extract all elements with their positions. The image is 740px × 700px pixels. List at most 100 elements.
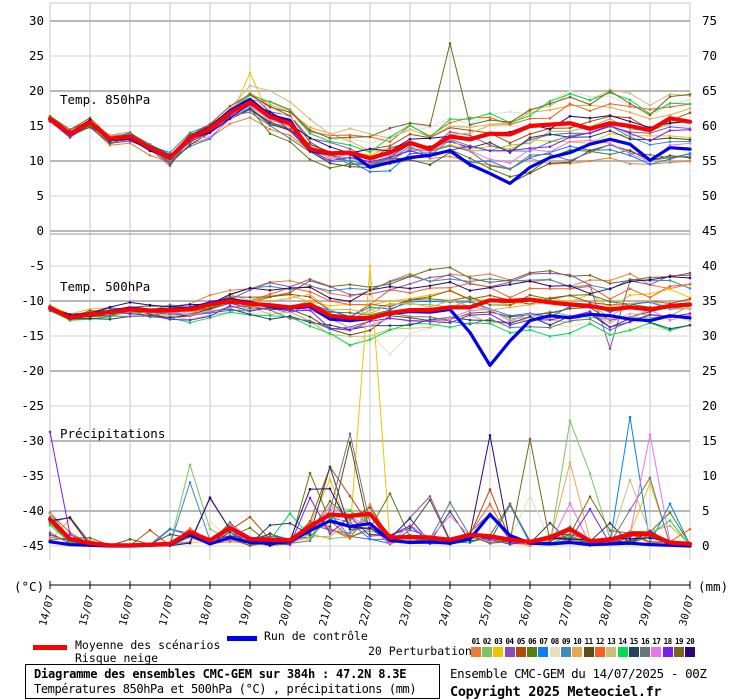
x-date-label: 18/07 bbox=[197, 594, 217, 628]
control-legend-swatch bbox=[227, 636, 257, 641]
perturbation-item: 15 bbox=[628, 637, 639, 657]
left-tick-label: -25 bbox=[21, 398, 44, 413]
right-tick-label: 40 bbox=[702, 258, 717, 273]
perturbation-number: 13 bbox=[607, 637, 616, 646]
perturbation-item: 14 bbox=[617, 637, 628, 657]
perturbations-color-strip: 01 02 03 04 05 06 07 08 09 10 11 12 13 14 15 16 17 18 19 20 bbox=[470, 637, 696, 657]
perturbation-color-swatch bbox=[583, 647, 594, 657]
perturbation-color-swatch bbox=[504, 647, 515, 657]
left-tick-label: -35 bbox=[21, 468, 44, 483]
right-axis-unit: (mm) bbox=[698, 579, 728, 594]
left-tick-label: 10 bbox=[29, 153, 44, 168]
perturbation-item: 08 bbox=[549, 637, 560, 657]
perturbation-item: 19 bbox=[673, 637, 684, 657]
left-tick-label: 0 bbox=[36, 223, 44, 238]
perturbation-number: 03 bbox=[494, 637, 503, 646]
left-tick-label: 20 bbox=[29, 83, 44, 98]
perturbation-color-swatch bbox=[628, 647, 639, 657]
right-tick-label: 25 bbox=[702, 363, 717, 378]
chart-title: Diagramme des ensembles CMC-GEM sur 384h… bbox=[34, 667, 407, 681]
left-tick-label: -30 bbox=[21, 433, 44, 448]
perturbation-item: 01 bbox=[470, 637, 481, 657]
perturbation-item: 16 bbox=[639, 637, 651, 657]
left-tick-label: -40 bbox=[21, 503, 44, 518]
left-axis-unit: (°C) bbox=[14, 579, 44, 594]
snow-risk-label: Risque neige bbox=[75, 651, 159, 665]
chart-subtitle: Températures 850hPa et 500hPa (°C) , pré… bbox=[34, 682, 417, 696]
right-tick-label: 35 bbox=[702, 293, 717, 308]
left-tick-label: 25 bbox=[29, 48, 44, 63]
perturbation-number: 15 bbox=[629, 637, 639, 646]
perturbation-number: 08 bbox=[550, 637, 560, 646]
x-date-label: 28/07 bbox=[597, 594, 617, 628]
left-tick-label: 5 bbox=[36, 188, 44, 203]
perturbation-color-swatch bbox=[685, 647, 696, 657]
panel-label-precip: Précipitations bbox=[60, 426, 165, 441]
left-tick-label: -45 bbox=[21, 538, 44, 553]
perturbation-color-swatch bbox=[662, 647, 673, 657]
perturbation-number: 11 bbox=[584, 637, 594, 646]
perturbation-number: 05 bbox=[516, 637, 526, 646]
panel-label-t850: Temp. 850hPa bbox=[60, 92, 150, 107]
perturbation-number: 17 bbox=[652, 637, 661, 646]
perturbation-item: 09 bbox=[560, 637, 572, 657]
x-date-label: 26/07 bbox=[517, 594, 537, 628]
axis bbox=[49, 581, 691, 589]
perturbation-number: 16 bbox=[641, 637, 650, 646]
perturbation-number: 01 bbox=[471, 637, 481, 646]
perturbation-color-swatch bbox=[515, 647, 526, 657]
perturbation-color-swatch bbox=[481, 647, 492, 657]
perturbation-number: 14 bbox=[618, 637, 627, 646]
x-date-label: 30/07 bbox=[677, 594, 697, 628]
perturbation-number: 19 bbox=[674, 637, 684, 646]
left-tick-label: -15 bbox=[21, 328, 44, 343]
series-lines bbox=[47, 42, 693, 548]
perturbation-number: 12 bbox=[595, 637, 605, 646]
mean-legend-label: Moyenne des scénarios bbox=[75, 638, 221, 652]
x-date-label: 21/07 bbox=[317, 594, 337, 628]
x-date-label: 24/07 bbox=[437, 594, 457, 628]
series-line bbox=[47, 100, 693, 161]
perturbation-item: 02 bbox=[481, 637, 492, 657]
x-date-label: 14/07 bbox=[37, 594, 57, 628]
perturbation-number: 02 bbox=[482, 637, 492, 646]
copyright: Copyright 2025 Meteociel.fr bbox=[450, 684, 662, 700]
left-tick-label: 15 bbox=[29, 118, 44, 133]
perturbation-item: 10 bbox=[572, 637, 583, 657]
perturbation-item: 12 bbox=[594, 637, 605, 657]
x-date-label: 16/07 bbox=[117, 594, 137, 628]
perturbation-item: 04 bbox=[504, 637, 515, 657]
right-tick-label: 0 bbox=[702, 538, 710, 553]
perturbation-item: 18 bbox=[662, 637, 673, 657]
x-date-label: 29/07 bbox=[637, 594, 657, 628]
perturbation-number: 06 bbox=[528, 637, 537, 646]
perturbation-item: 20 bbox=[685, 637, 696, 657]
perturbation-color-swatch bbox=[651, 647, 662, 657]
perturbation-color-swatch bbox=[673, 647, 684, 657]
x-date-label: 20/07 bbox=[277, 594, 297, 628]
perturbation-item: 03 bbox=[493, 637, 504, 657]
perturbation-number: 10 bbox=[573, 637, 582, 646]
x-date-label: 19/07 bbox=[237, 594, 257, 628]
right-tick-label: 70 bbox=[702, 48, 717, 63]
x-date-label: 22/07 bbox=[357, 594, 377, 628]
x-date-label: 17/07 bbox=[157, 594, 177, 628]
perturbation-item: 06 bbox=[526, 637, 538, 657]
perturbations-label: 20 Perturbations bbox=[368, 644, 479, 658]
perturbation-color-swatch bbox=[470, 647, 481, 657]
left-tick-label: 30 bbox=[29, 13, 44, 28]
perturbation-color-swatch bbox=[527, 647, 538, 657]
panel-label-t500: Temp. 500hPa bbox=[60, 279, 150, 294]
perturbation-color-swatch bbox=[617, 647, 628, 657]
perturbation-item: 17 bbox=[651, 637, 662, 657]
perturbation-color-swatch bbox=[594, 647, 605, 657]
series-line bbox=[47, 511, 693, 548]
right-tick-label: 30 bbox=[702, 328, 717, 343]
x-date-label: 15/07 bbox=[77, 594, 97, 628]
perturbation-number: 04 bbox=[505, 637, 515, 646]
right-tick-label: 5 bbox=[702, 503, 710, 518]
left-tick-label: -20 bbox=[21, 363, 44, 378]
right-tick-label: 60 bbox=[702, 118, 717, 133]
